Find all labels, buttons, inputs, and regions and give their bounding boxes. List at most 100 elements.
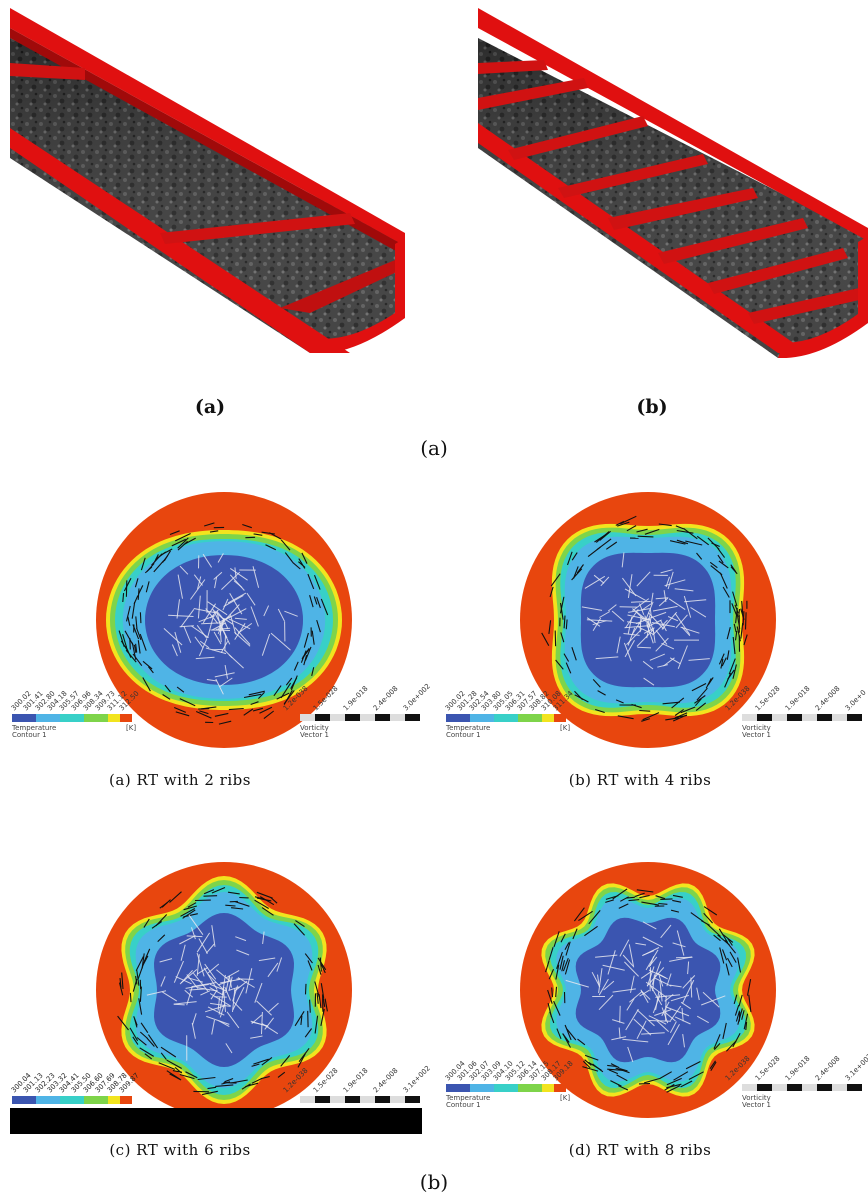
bottom-figure-caption: (b) [419, 1170, 449, 1194]
panel-b-legend-swatch [506, 714, 518, 722]
panel-d-vort-legend: 1.2e-038 1.5e-028 1.9e-018 2.4e-008 3.1e+002… [724, 1052, 868, 1109]
panel-a-core-vectors [163, 553, 298, 695]
top-figure-caption: (a) [420, 436, 448, 460]
panel-d-vort-swatch [787, 1084, 802, 1091]
panel-d-vort-tick: 3.1e+002 [844, 1052, 868, 1082]
panel-d-temp-legend: 300.04301.06302.07303.09304.10305.12306.… [444, 1059, 575, 1109]
panel-a-vort-tick: 3.0e+002 [402, 682, 432, 712]
panel-c-vort-swatch [405, 1096, 420, 1103]
panel-c-temp-legend: 300.04301.13302.23303.32304.41305.50306.… [10, 1071, 141, 1104]
panel-b-vort-tick: 2.4e-008 [814, 685, 842, 713]
tube-render-b [478, 8, 868, 358]
panel-d-core [575, 917, 721, 1063]
panel-d-vort-swatch [847, 1084, 862, 1091]
panel-b-legend-swatch [542, 714, 554, 722]
panel-d-vort-swatch [772, 1084, 787, 1091]
panel-a-legend-swatch [60, 714, 72, 722]
panel-c-vort-swatch [375, 1096, 390, 1103]
panel-d-vort-swatch [817, 1084, 832, 1091]
panel-a-legend-unit: [K] [126, 724, 136, 732]
panel-b-temp-legend: 300.02301.28302.54303.80305.05306.31307.… [444, 689, 575, 739]
panel-c-legend-swatch [120, 1096, 132, 1104]
panel-b-legend-unit: [K] [560, 724, 570, 732]
panel-c-contour: 300.04301.13302.23303.32304.41305.50306.… [10, 862, 432, 1134]
panel-a-legend-swatch [24, 714, 36, 722]
panel-d-legend-title: Temperature [445, 1094, 490, 1102]
top-panel-b-label: (b) [636, 396, 668, 418]
panel-b-vort-swatch [772, 714, 787, 721]
panel-c-vort-swatch [300, 1096, 315, 1103]
panel-a-caption: (a) RT with 2 ribs [109, 771, 251, 789]
panel-a-legend-swatch [84, 714, 96, 722]
panel-c-legend-swatch [96, 1096, 108, 1104]
panel-c-legend-swatch [72, 1096, 84, 1104]
panel-a-vort-swatch [315, 714, 330, 721]
panel-a-legend-title: Temperature [11, 724, 56, 732]
panel-b-vort-swatch [742, 714, 757, 721]
panel-c-legend-swatch [12, 1096, 24, 1104]
panel-c-wall-vectors [117, 886, 328, 1096]
panel-a-legend-subtitle: Contour 1 [12, 731, 47, 739]
panel-d-legend-swatch [482, 1084, 494, 1092]
panel-c-legend-swatch [108, 1096, 120, 1104]
panel-c-vort-tick: 1.9e-018 [342, 1067, 370, 1095]
panel-a-vort-swatch [330, 714, 345, 721]
panel-d-vort-tick: 2.4e-008 [814, 1055, 842, 1083]
panel-b-vort-title: Vorticity [742, 724, 771, 732]
panel-b-vort-tick: 1.9e-018 [784, 685, 812, 713]
panel-b-legend-title: Temperature [445, 724, 490, 732]
panel-b-legend-swatch [554, 714, 566, 722]
panel-a-temp-legend: 300.02301.41302.80304.18305.57306.96308.… [10, 689, 141, 739]
panel-a-vort-tick: 1.9e-018 [342, 685, 370, 713]
panel-c-legend-swatch [60, 1096, 72, 1104]
panel-c-vort-tick: 2.4e-008 [372, 1067, 400, 1095]
panel-a-vort-swatch [345, 714, 360, 721]
panel-d-legend-swatch [506, 1084, 518, 1092]
panel-d-wall-vectors [545, 888, 752, 1093]
panel-d-legend-swatch [446, 1084, 458, 1092]
panel-b-vort-tick: 3.0e+0 [844, 689, 868, 713]
panel-a-legend-swatch [12, 714, 24, 722]
panel-d-contour: 300.04301.06302.07303.09304.10305.12306.… [444, 862, 868, 1118]
panel-a-vort-swatch [300, 714, 315, 721]
panel-a-legend-swatch [120, 714, 132, 722]
panel-b-legend-swatch [530, 714, 542, 722]
panel-d-vort-swatch [802, 1084, 817, 1091]
panel-b-caption: (b) RT with 4 ribs [568, 771, 712, 789]
panel-a-legend-swatch [72, 714, 84, 722]
panel-b-wall-vectors [541, 515, 748, 722]
panel-b-legend-swatch [446, 714, 458, 722]
panel-a-legend-swatch [96, 714, 108, 722]
panel-d-vort-swatch [757, 1084, 772, 1091]
panel-c-legend-swatch [24, 1096, 36, 1104]
panel-c-black-bar [10, 1108, 422, 1134]
panel-a-wall-vectors [118, 522, 329, 725]
panel-c-vort-swatch [390, 1096, 405, 1103]
panel-a-legend-swatch [48, 714, 60, 722]
panel-b-core-vectors [581, 552, 710, 686]
panel-b-vort-swatch [787, 714, 802, 721]
panel-a-vort-subtitle: Vector 1 [300, 731, 329, 739]
panel-c-legend-swatch [48, 1096, 60, 1104]
panel-d-legend-unit: [K] [560, 1094, 570, 1102]
panel-c-legend-swatch [84, 1096, 96, 1104]
panel-b-vort-swatch [817, 714, 832, 721]
panel-d-vort-title: Vorticity [742, 1094, 771, 1102]
panel-c-vort-swatch [360, 1096, 375, 1103]
panel-d-legend-subtitle: Contour 1 [446, 1101, 481, 1109]
panel-b-vort-swatch [847, 714, 862, 721]
panel-a-vort-swatch [375, 714, 390, 721]
panel-d-legend-swatch [518, 1084, 530, 1092]
panel-d-core-vectors [565, 921, 726, 1063]
tube-render-a [10, 8, 405, 353]
panel-d-legend-swatch [542, 1084, 554, 1092]
panel-b-core [580, 552, 716, 688]
panel-b-legend-subtitle: Contour 1 [446, 731, 481, 739]
panel-c-caption: (c) RT with 6 ribs [109, 1141, 251, 1159]
panel-b-legend-swatch [518, 714, 530, 722]
panel-a-vort-swatch [360, 714, 375, 721]
panel-b-legend-swatch [470, 714, 482, 722]
panel-c-vort-swatch [345, 1096, 360, 1103]
panel-b-legend-swatch [458, 714, 470, 722]
panel-c-core-vectors [146, 914, 283, 1061]
